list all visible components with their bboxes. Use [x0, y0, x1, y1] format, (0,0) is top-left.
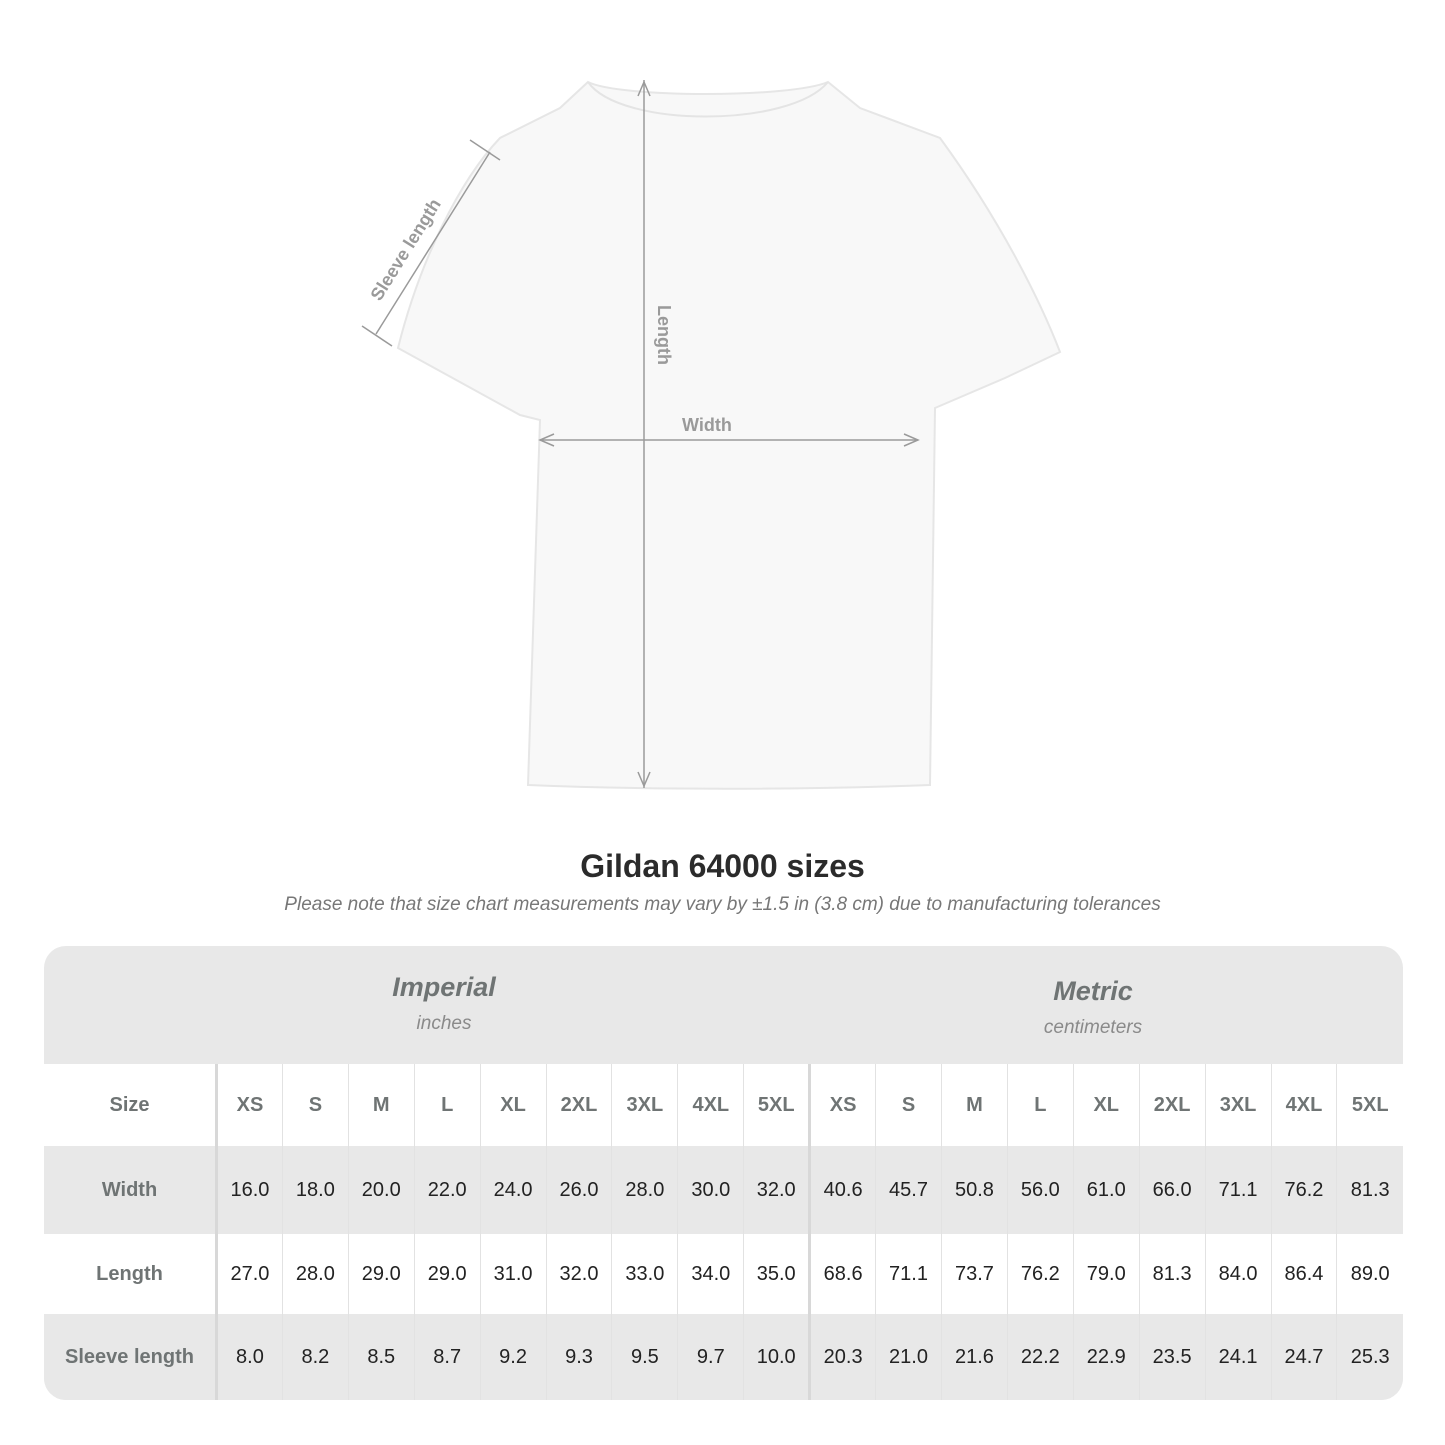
imperial-value: 8.2 [281, 1314, 349, 1400]
imperial-unit: inches [416, 1013, 472, 1034]
imperial-value: 18.0 [281, 1146, 349, 1234]
imperial-size-m: M [347, 1064, 415, 1146]
imperial-value: 29.0 [347, 1234, 415, 1314]
imperial-size-xl: XL [479, 1064, 547, 1146]
imperial-size-xs: XS [216, 1064, 283, 1146]
metric-value: 25.3 [1336, 1314, 1403, 1400]
metric-value: 21.0 [875, 1314, 942, 1400]
metric-size-4xl: 4XL [1270, 1064, 1337, 1146]
imperial-size-l: L [413, 1064, 481, 1146]
imperial-value: 9.3 [545, 1314, 612, 1400]
collar [587, 81, 829, 118]
imperial-value: 24.0 [479, 1146, 547, 1234]
table-row: Width 16.0 18.0 20.0 22.0 24.0 26.0 28.0 30.0 32.… [44, 1146, 1403, 1234]
metric-size-s: S [875, 1064, 942, 1146]
metric-value: 71.1 [1204, 1146, 1271, 1234]
imperial-value: 31.0 [479, 1234, 547, 1314]
imperial-size-s: S [281, 1064, 349, 1146]
table-row: Length 27.0 28.0 29.0 29.0 31.0 32.0 33.0 34.0 35… [44, 1234, 1403, 1314]
metric-value: 22.9 [1072, 1314, 1140, 1400]
imperial-value: 34.0 [677, 1234, 744, 1314]
imperial-value: 8.7 [413, 1314, 481, 1400]
metric-value: 81.3 [1336, 1146, 1403, 1234]
imperial-value: 10.0 [743, 1314, 810, 1400]
imperial-value: 27.0 [216, 1234, 283, 1314]
imperial-value: 9.2 [479, 1314, 547, 1400]
imperial-value: 29.0 [413, 1234, 481, 1314]
row-label: Sleeve length [44, 1314, 218, 1400]
sleeve-arrow [375, 151, 491, 335]
imperial-size-5xl: 5XL [743, 1064, 810, 1146]
metric-value: 56.0 [1006, 1146, 1074, 1234]
size-table: Size XS S M L XL 2XL 3XL 4XL 5XL XS S M L XL 2XL 3XL 4XL 5… [44, 1064, 1403, 1400]
metric-value: 79.0 [1072, 1234, 1140, 1314]
imperial-value: 8.5 [347, 1314, 415, 1400]
imperial-value: 20.0 [347, 1146, 415, 1234]
imperial-size-3xl: 3XL [611, 1064, 678, 1146]
width-label: Width [682, 415, 732, 435]
metric-value: 24.7 [1270, 1314, 1337, 1400]
metric-value: 71.1 [875, 1234, 942, 1314]
metric-value: 84.0 [1204, 1234, 1271, 1314]
metric-value: 68.6 [808, 1234, 876, 1314]
metric-value: 73.7 [940, 1234, 1008, 1314]
metric-title: Metric [1053, 976, 1133, 1006]
imperial-size-2xl: 2XL [545, 1064, 612, 1146]
metric-size-2xl: 2XL [1138, 1064, 1206, 1146]
metric-size-m: M [940, 1064, 1008, 1146]
metric-value: 21.6 [940, 1314, 1008, 1400]
imperial-header: Imperial inches [144, 972, 744, 1035]
metric-value: 76.2 [1006, 1234, 1074, 1314]
metric-value: 23.5 [1138, 1314, 1206, 1400]
imperial-value: 8.0 [216, 1314, 283, 1400]
imperial-value: 28.0 [281, 1234, 349, 1314]
metric-size-xs: XS [808, 1064, 876, 1146]
imperial-value: 26.0 [545, 1146, 612, 1234]
row-label: Width [44, 1146, 218, 1234]
metric-value: 40.6 [808, 1146, 876, 1234]
metric-header: Metric centimeters [793, 976, 1393, 1039]
imperial-value: 9.7 [677, 1314, 744, 1400]
metric-value: 61.0 [1072, 1146, 1140, 1234]
metric-value: 86.4 [1270, 1234, 1337, 1314]
page-title: Gildan 64000 sizes [580, 848, 865, 884]
tshirt-illustration [396, 80, 1062, 790]
size-header: Size [44, 1064, 218, 1146]
length-label: Length [654, 305, 674, 365]
metric-value: 45.7 [875, 1146, 942, 1234]
imperial-value: 28.0 [611, 1146, 678, 1234]
imperial-value: 30.0 [677, 1146, 744, 1234]
imperial-value: 32.0 [545, 1234, 612, 1314]
imperial-value: 32.0 [743, 1146, 810, 1234]
tshirt-diagram: Sleeve length Length Width [361, 80, 1062, 790]
metric-value: 81.3 [1138, 1234, 1206, 1314]
imperial-value: 33.0 [611, 1234, 678, 1314]
imperial-value: 16.0 [216, 1146, 283, 1234]
size-table-container: Imperial inches Metric centimeters Size X… [44, 946, 1403, 1400]
metric-unit: centimeters [1043, 1017, 1143, 1038]
imperial-size-4xl: 4XL [677, 1064, 744, 1146]
metric-size-5xl: 5XL [1336, 1064, 1403, 1146]
metric-value: 89.0 [1336, 1234, 1403, 1314]
imperial-value: 35.0 [743, 1234, 810, 1314]
row-label: Length [44, 1234, 218, 1314]
imperial-value: 22.0 [413, 1146, 481, 1234]
metric-value: 24.1 [1204, 1314, 1271, 1400]
metric-value: 66.0 [1138, 1146, 1206, 1234]
metric-size-3xl: 3XL [1204, 1064, 1271, 1146]
metric-size-xl: XL [1072, 1064, 1140, 1146]
metric-value: 50.8 [940, 1146, 1008, 1234]
table-header-row: Size XS S M L XL 2XL 3XL 4XL 5XL XS S M L XL 2XL 3XL 4XL 5… [44, 1064, 1403, 1146]
imperial-value: 9.5 [611, 1314, 678, 1400]
tolerance-note: Please note that size chart measurements… [284, 894, 1161, 915]
metric-value: 20.3 [808, 1314, 876, 1400]
metric-value: 76.2 [1270, 1146, 1337, 1234]
table-row: Sleeve length 8.0 8.2 8.5 8.7 9.2 9.3 9.5 9.7 10.… [44, 1314, 1403, 1400]
metric-size-l: L [1006, 1064, 1074, 1146]
imperial-title: Imperial [392, 972, 496, 1002]
metric-value: 22.2 [1006, 1314, 1074, 1400]
